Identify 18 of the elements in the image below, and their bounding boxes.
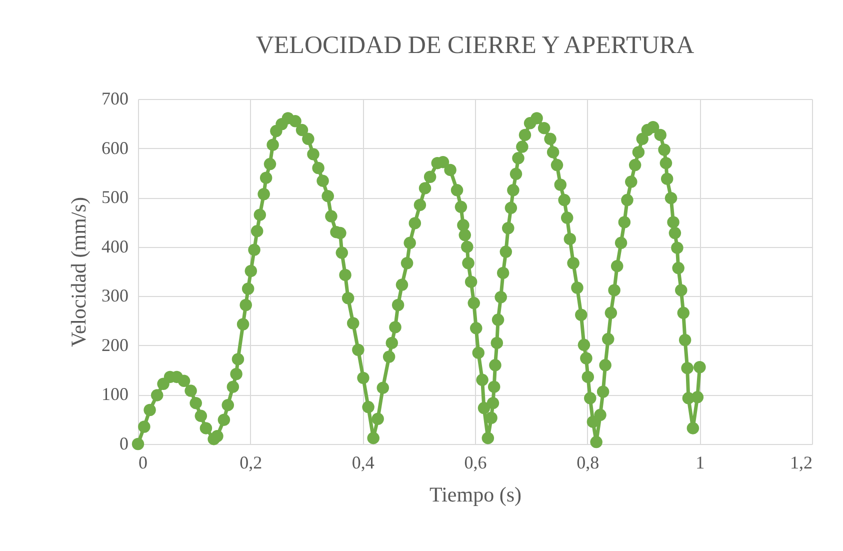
x-tick-label: 0,8 [576, 452, 600, 472]
x-tick-label: 0,6 [464, 452, 487, 472]
y-axis-title: Velocidad (mm/s) [66, 197, 90, 347]
y-tick-label: 200 [102, 334, 128, 355]
x-tick-label: 0 [138, 452, 148, 472]
y-tick-label: 500 [102, 187, 128, 208]
x-tick-label: 0,4 [352, 452, 374, 472]
x-tick-label: 1,2 [790, 452, 812, 472]
y-tick-label: 300 [102, 286, 128, 306]
y-tick-label: 700 [102, 88, 128, 108]
y-tick-label: 0 [120, 434, 128, 454]
y-tick-label: 600 [102, 138, 128, 158]
x-axis-title: Tiempo (s) [430, 482, 522, 506]
x-tick-label: 0,2 [240, 452, 262, 472]
chart-title: VELOCIDAD DE CIERRE Y APERTURA [256, 32, 694, 59]
y-tick-label: 100 [102, 384, 128, 404]
x-tick-label: 1 [696, 452, 705, 472]
y-tick-label: 400 [102, 236, 128, 256]
